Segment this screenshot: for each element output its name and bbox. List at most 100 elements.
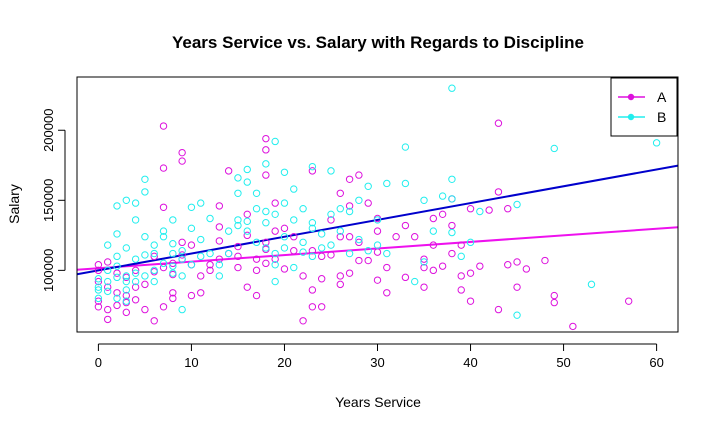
data-point-b: [373, 241, 382, 249]
data-point-b: [513, 311, 521, 319]
data-point-b: [271, 210, 279, 219]
data-point-a: [466, 297, 475, 305]
data-point-b: [252, 189, 261, 197]
data-point-a: [131, 296, 140, 304]
data-point-a: [317, 275, 326, 283]
data-point-a: [476, 262, 484, 270]
x-tick-label: 0: [95, 355, 102, 370]
data-point-b: [113, 252, 121, 261]
data-point-a: [262, 171, 270, 179]
data-point-b: [317, 244, 326, 252]
data-point-b: [290, 263, 298, 272]
data-point-a: [159, 203, 168, 212]
legend-marker-a: [627, 93, 635, 101]
data-point-b: [448, 195, 456, 203]
data-point-b: [234, 189, 242, 197]
data-point-b: [252, 238, 261, 247]
data-point-b: [113, 273, 121, 282]
data-point-b: [122, 297, 131, 305]
data-point-b: [104, 277, 112, 286]
data-point-b: [457, 252, 465, 261]
data-point-a: [159, 263, 168, 272]
data-point-b: [169, 249, 177, 258]
data-point-a: [104, 283, 112, 291]
data-point-a: [327, 251, 335, 259]
data-point-b: [429, 227, 438, 235]
data-point-a: [438, 262, 447, 270]
data-point-a: [262, 146, 270, 154]
data-point-a: [141, 280, 149, 289]
data-point-a: [485, 206, 493, 214]
data-point-a: [383, 263, 391, 272]
legend-box: [610, 77, 678, 137]
data-point-b: [94, 294, 103, 303]
fit-line-b: [76, 164, 679, 276]
data-point-b: [299, 248, 307, 256]
data-point-a: [122, 291, 131, 300]
data-point-b: [169, 269, 177, 277]
data-point-b: [122, 244, 131, 252]
data-point-b: [513, 200, 521, 209]
data-point-a: [169, 294, 177, 303]
data-point-b: [317, 230, 326, 238]
data-point-b: [262, 244, 270, 252]
data-point-a: [94, 297, 103, 305]
data-point-a: [197, 272, 205, 280]
x-tick-label: 60: [649, 355, 663, 370]
data-point-b: [104, 266, 112, 275]
data-point-b: [113, 230, 121, 238]
data-point-b: [178, 247, 186, 255]
data-point-a: [336, 233, 344, 241]
data-point-a: [113, 301, 121, 310]
data-point-b: [336, 205, 344, 213]
data-point-a: [262, 238, 270, 247]
data-point-b: [262, 219, 270, 227]
data-point-b: [122, 272, 131, 280]
data-point-b: [280, 233, 289, 241]
data-point-a: [494, 188, 503, 196]
data-point-a: [448, 249, 456, 258]
data-point-b: [243, 165, 251, 174]
data-point-b: [122, 286, 131, 294]
data-point-a: [401, 221, 410, 230]
data-point-a: [122, 308, 131, 317]
y-axis: 100000 150000 200000: [41, 109, 66, 292]
data-point-b: [336, 227, 344, 235]
data-point-a: [104, 305, 112, 314]
data-point-a: [308, 167, 317, 175]
data-point-b: [280, 168, 289, 176]
x-tick-label: 30: [370, 355, 384, 370]
data-point-b: [104, 241, 112, 249]
data-point-b: [466, 238, 475, 247]
data-point-a: [411, 233, 419, 241]
data-point-a: [290, 233, 298, 241]
data-point-b: [308, 252, 317, 261]
data-point-a: [104, 315, 112, 324]
data-point-a: [392, 233, 400, 241]
data-point-a: [317, 252, 326, 261]
data-point-b: [587, 280, 596, 289]
data-point-b: [131, 269, 140, 277]
data-point-a: [178, 148, 186, 157]
y-axis-label: Salary: [6, 184, 22, 224]
data-point-a: [308, 303, 317, 311]
data-point-b: [215, 272, 224, 280]
data-point-b: [448, 175, 456, 183]
legend-label-b: B: [657, 109, 666, 125]
data-point-b: [308, 224, 317, 233]
data-point-b: [299, 238, 307, 247]
data-point-b: [327, 241, 335, 249]
data-point-b: [169, 216, 177, 224]
data-point-b: [262, 160, 270, 168]
x-tick-label: 40: [463, 355, 477, 370]
data-point-b: [187, 224, 196, 233]
regression-lines: [76, 164, 679, 276]
data-point-a: [178, 251, 186, 259]
data-point-b: [401, 179, 410, 188]
data-point-a: [262, 259, 270, 268]
data-point-a: [420, 263, 428, 272]
data-point-a: [466, 205, 475, 213]
data-point-a: [290, 247, 298, 255]
data-point-b: [308, 219, 317, 227]
